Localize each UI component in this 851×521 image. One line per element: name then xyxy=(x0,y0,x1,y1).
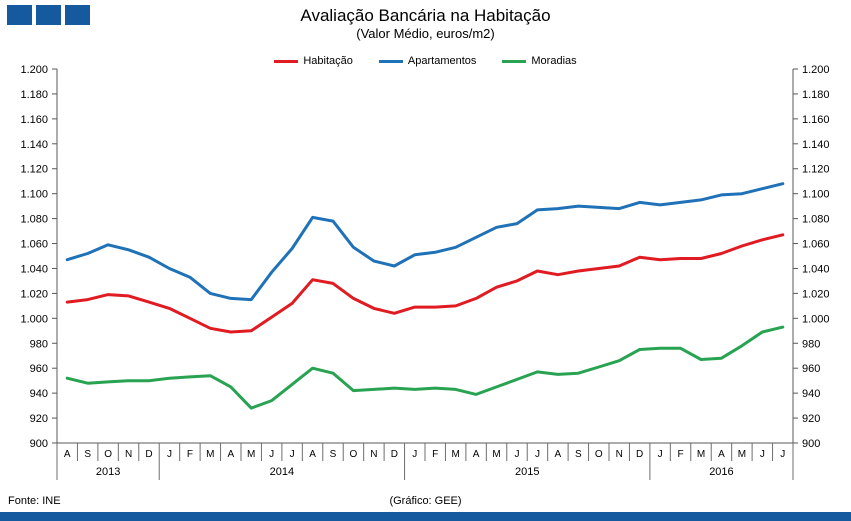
svg-text:J: J xyxy=(760,449,765,460)
source-note: Fonte: INE xyxy=(8,495,61,507)
svg-text:O: O xyxy=(595,449,603,460)
credit-note: (Gráfico: GEE) xyxy=(389,495,462,507)
gee-logo xyxy=(7,5,90,25)
svg-text:1.080: 1.080 xyxy=(802,214,830,226)
svg-text:J: J xyxy=(412,449,417,460)
series-line-apartamentos xyxy=(65,182,785,302)
chart-header: Avaliação Bancária na Habitação (Valor M… xyxy=(0,6,851,42)
svg-text:980: 980 xyxy=(30,338,48,350)
svg-text:F: F xyxy=(678,449,684,460)
svg-text:2013: 2013 xyxy=(96,466,120,478)
svg-text:O: O xyxy=(104,449,112,460)
svg-text:900: 900 xyxy=(802,438,820,450)
svg-text:1.100: 1.100 xyxy=(802,189,830,201)
svg-text:M: M xyxy=(492,449,500,460)
svg-text:1.060: 1.060 xyxy=(802,239,830,251)
svg-text:J: J xyxy=(780,449,785,460)
logo-square xyxy=(7,5,32,25)
svg-text:A: A xyxy=(473,449,480,460)
svg-text:S: S xyxy=(575,449,582,460)
chart-subtitle: (Valor Médio, euros/m2) xyxy=(356,26,495,41)
svg-text:S: S xyxy=(330,449,337,460)
svg-text:1.160: 1.160 xyxy=(802,114,830,126)
svg-text:1.020: 1.020 xyxy=(802,288,830,300)
svg-text:D: D xyxy=(145,449,152,460)
svg-text:960: 960 xyxy=(30,363,48,375)
svg-text:960: 960 xyxy=(802,363,820,375)
svg-text:1.140: 1.140 xyxy=(20,139,48,151)
svg-text:S: S xyxy=(84,449,91,460)
svg-text:F: F xyxy=(187,449,193,460)
svg-text:J: J xyxy=(269,449,274,460)
legend-swatch xyxy=(502,59,527,63)
svg-text:1.100: 1.100 xyxy=(20,189,48,201)
svg-text:A: A xyxy=(718,449,725,460)
svg-text:1.020: 1.020 xyxy=(20,288,48,300)
svg-text:N: N xyxy=(125,449,132,460)
svg-text:N: N xyxy=(370,449,377,460)
chart-title: Avaliação Bancária na Habitação xyxy=(300,6,551,25)
svg-text:1.060: 1.060 xyxy=(20,239,48,251)
svg-text:J: J xyxy=(290,449,295,460)
svg-text:900: 900 xyxy=(30,438,48,450)
legend-swatch xyxy=(274,59,299,63)
legend-item-habitação: Habitação xyxy=(274,55,353,67)
svg-text:980: 980 xyxy=(802,338,820,350)
svg-text:1.160: 1.160 xyxy=(20,114,48,126)
svg-text:1.040: 1.040 xyxy=(20,263,48,275)
bottom-bar xyxy=(0,512,851,521)
svg-text:J: J xyxy=(658,449,663,460)
legend-label: Apartamentos xyxy=(407,55,477,67)
svg-text:M: M xyxy=(206,449,214,460)
svg-text:F: F xyxy=(432,449,438,460)
svg-text:M: M xyxy=(247,449,255,460)
svg-text:D: D xyxy=(636,449,643,460)
svg-text:1.040: 1.040 xyxy=(802,263,830,275)
series-line-moradias xyxy=(65,325,785,410)
legend-item-apartamentos: Apartamentos xyxy=(378,55,477,67)
svg-text:O: O xyxy=(350,449,358,460)
svg-text:A: A xyxy=(555,449,562,460)
svg-text:J: J xyxy=(535,449,540,460)
svg-text:A: A xyxy=(227,449,234,460)
legend-item-moradias: Moradias xyxy=(502,55,577,67)
svg-text:M: M xyxy=(697,449,705,460)
svg-text:940: 940 xyxy=(802,388,820,400)
logo-square xyxy=(36,5,61,25)
svg-text:M: M xyxy=(451,449,459,460)
svg-text:1.120: 1.120 xyxy=(20,164,48,176)
svg-text:1.200: 1.200 xyxy=(802,64,830,76)
svg-text:1.180: 1.180 xyxy=(802,89,830,101)
svg-text:2014: 2014 xyxy=(270,466,294,478)
svg-text:1.120: 1.120 xyxy=(802,164,830,176)
svg-text:1.000: 1.000 xyxy=(20,313,48,325)
svg-text:2016: 2016 xyxy=(709,466,733,478)
svg-text:1.080: 1.080 xyxy=(20,214,48,226)
svg-text:N: N xyxy=(616,449,623,460)
chart-legend: Habitação Apartamentos Moradias xyxy=(0,55,851,67)
svg-text:940: 940 xyxy=(30,388,48,400)
logo-square xyxy=(65,5,90,25)
svg-text:2015: 2015 xyxy=(515,466,539,478)
svg-text:J: J xyxy=(515,449,520,460)
series-line-habitação xyxy=(65,233,785,334)
svg-text:J: J xyxy=(167,449,172,460)
legend-label: Moradias xyxy=(531,55,577,67)
svg-text:1.180: 1.180 xyxy=(20,89,48,101)
svg-text:A: A xyxy=(309,449,316,460)
legend-label: Habitação xyxy=(303,55,353,67)
svg-text:1.200: 1.200 xyxy=(20,64,48,76)
svg-text:1.000: 1.000 xyxy=(802,313,830,325)
svg-text:A: A xyxy=(64,449,71,460)
svg-text:1.140: 1.140 xyxy=(802,139,830,151)
svg-text:920: 920 xyxy=(30,413,48,425)
svg-text:D: D xyxy=(391,449,398,460)
svg-text:920: 920 xyxy=(802,413,820,425)
svg-text:M: M xyxy=(738,449,746,460)
legend-swatch xyxy=(378,59,403,63)
